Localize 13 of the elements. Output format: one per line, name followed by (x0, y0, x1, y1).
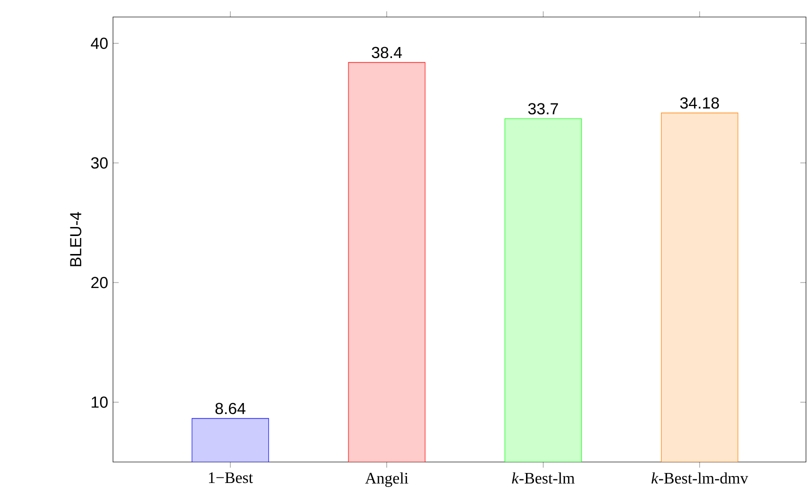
data-label: 34.18 (680, 97, 719, 109)
x-tick-label: Angeli (365, 472, 408, 487)
y-axis-title: BLEU-4 (70, 212, 82, 266)
y-tick-label: 30 (91, 157, 108, 169)
y-tick-label: 20 (91, 276, 108, 288)
y-tick-label: 40 (90, 38, 108, 49)
x-tick-label: k-Best-lm-dmv (652, 472, 748, 484)
data-label: 38.4 (372, 46, 402, 58)
data-label: 8.64 (215, 402, 246, 414)
y-tick-label: 10 (92, 396, 108, 408)
data-label: 33.7 (528, 103, 558, 114)
x-tick-label: k-Best-lm (512, 472, 575, 484)
x-tick-label: 1−Best (208, 472, 253, 484)
